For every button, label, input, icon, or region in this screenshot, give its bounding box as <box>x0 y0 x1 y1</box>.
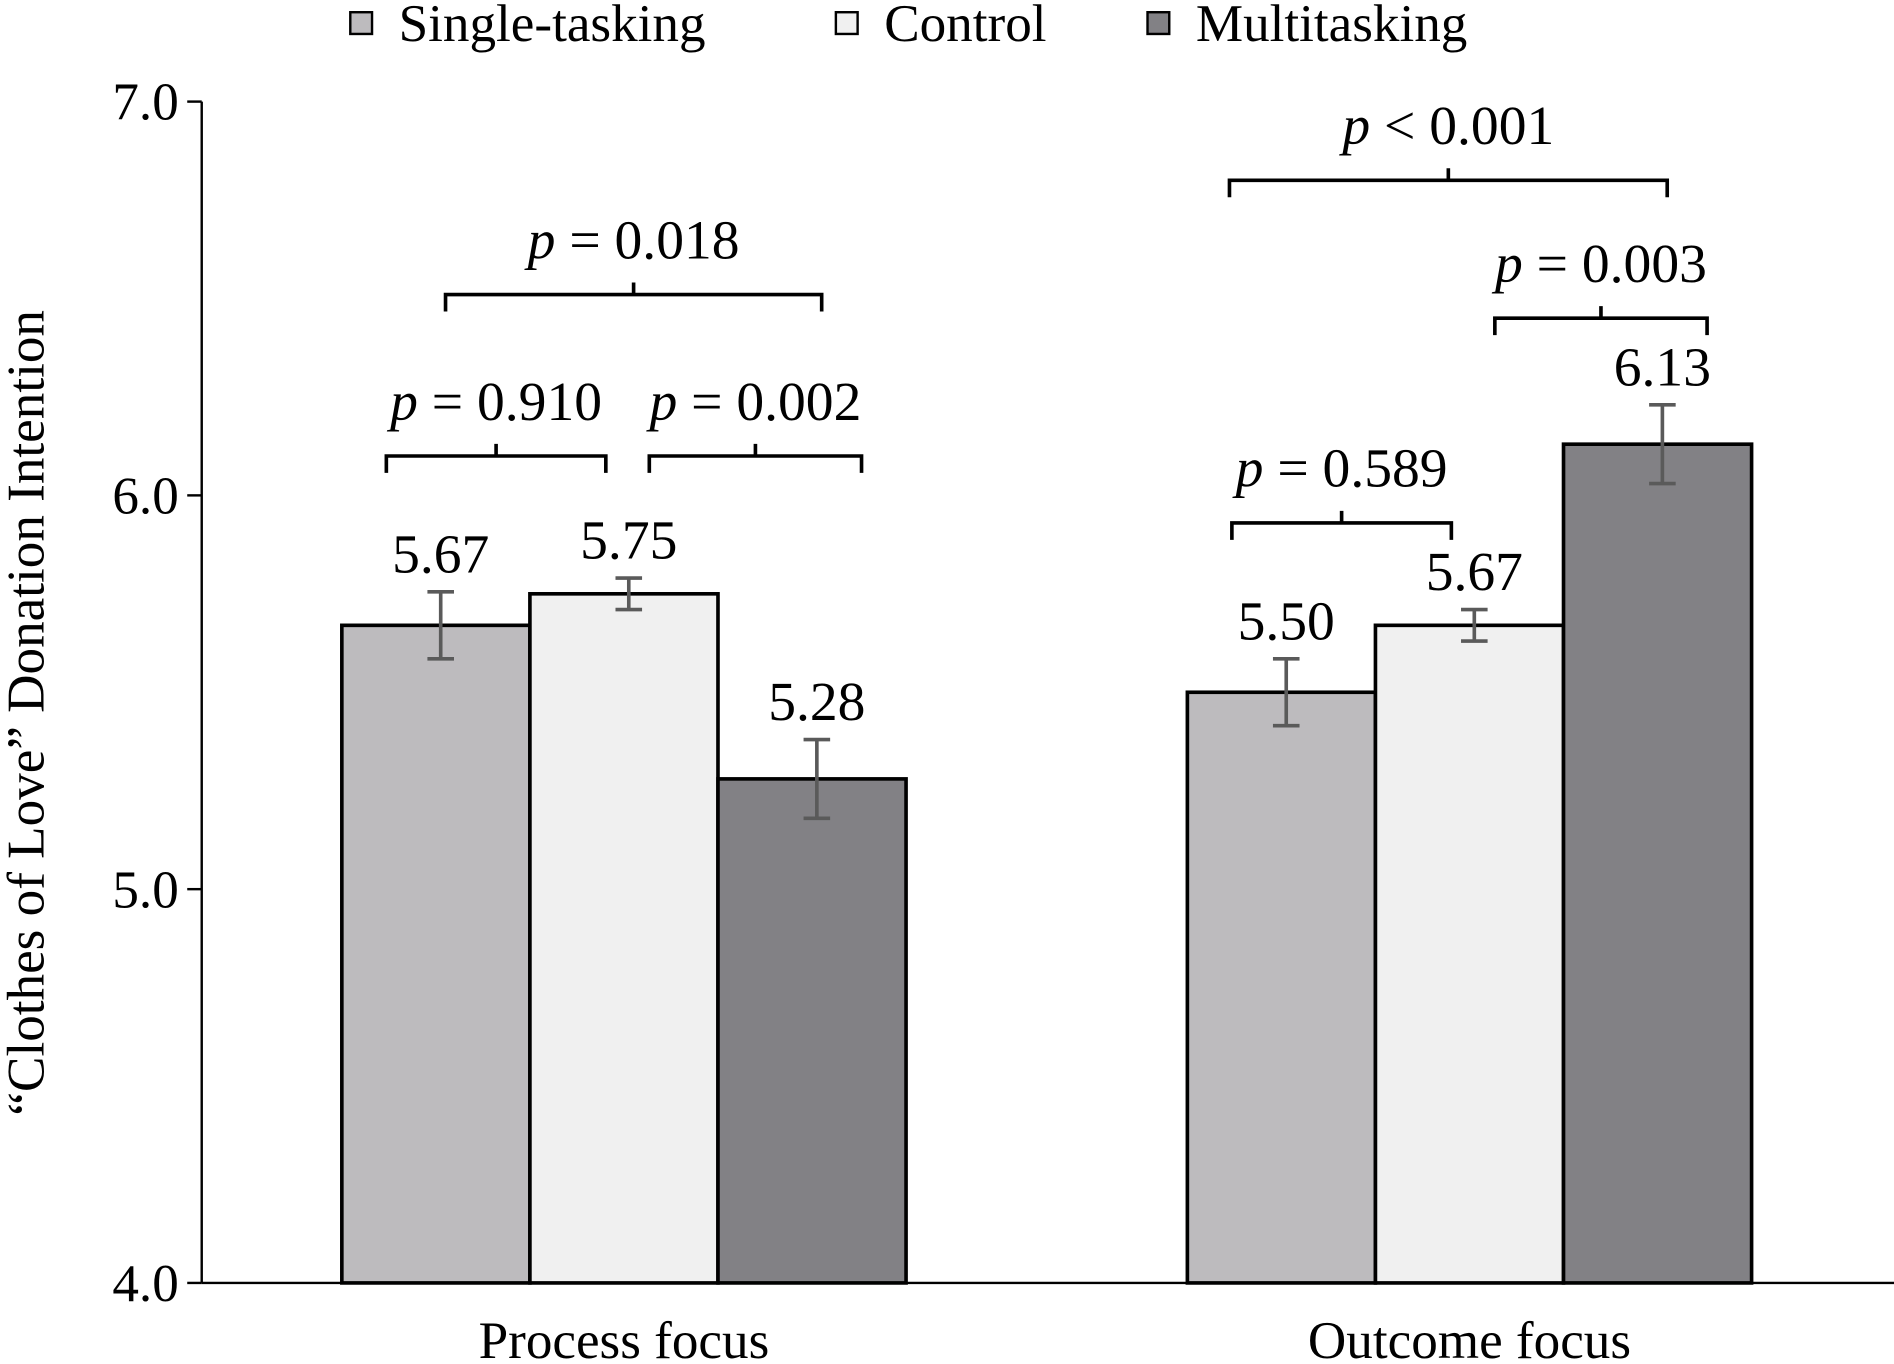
x-tick-label: Outcome focus <box>1308 1312 1631 1364</box>
legend-label: Multitasking <box>1196 0 1468 53</box>
bar-control <box>528 592 720 1285</box>
y-tick-label: 7.0 <box>112 74 178 132</box>
bar-single-tasking <box>340 623 532 1285</box>
p-symbol: p <box>1491 233 1523 295</box>
significance-bracket <box>1227 168 1670 198</box>
legend-swatch <box>349 11 374 36</box>
legend-label: Single-tasking <box>399 0 706 53</box>
p-symbol: p <box>1338 95 1370 157</box>
significance-bracket <box>647 443 864 473</box>
data-label: 5.28 <box>768 671 865 733</box>
p-symbol: p <box>386 371 418 433</box>
data-label: 6.13 <box>1614 336 1711 398</box>
y-tick-label: 4.0 <box>112 1255 178 1313</box>
bar-multitasking <box>716 777 908 1285</box>
p-value-label: p < 0.001 <box>1338 95 1554 157</box>
y-tick-label: 6.0 <box>112 467 178 525</box>
p-value: = 0.018 <box>555 209 739 271</box>
significance-bracket <box>1230 510 1454 540</box>
significance-bracket <box>1493 306 1709 336</box>
p-value-label: p = 0.003 <box>1491 233 1707 295</box>
p-value: < 0.001 <box>1370 95 1554 157</box>
p-value-label: p = 0.910 <box>386 371 602 433</box>
p-value-label: p = 0.018 <box>524 209 740 271</box>
p-symbol: p <box>524 209 556 271</box>
bar-control <box>1373 623 1566 1285</box>
significance-bracket <box>384 443 608 473</box>
bar-single-tasking <box>1185 690 1378 1285</box>
significance-bracket <box>443 282 824 312</box>
data-label: 5.50 <box>1238 590 1335 652</box>
p-value: = 0.002 <box>677 371 861 433</box>
legend-swatch <box>834 11 859 36</box>
p-value-label: p = 0.589 <box>1232 438 1448 500</box>
legend-swatch <box>1146 11 1171 36</box>
p-value-label: p = 0.002 <box>645 371 861 433</box>
bar-multitasking <box>1561 442 1754 1285</box>
p-value: = 0.910 <box>418 371 602 433</box>
legend-label: Control <box>884 0 1046 53</box>
data-label: 5.75 <box>580 510 677 572</box>
p-symbol: p <box>1232 438 1264 500</box>
p-symbol: p <box>645 371 677 433</box>
y-axis-label: “Clothes of Love” Donation Intention <box>0 310 55 1116</box>
data-label: 5.67 <box>1426 541 1523 603</box>
x-tick-label: Process focus <box>479 1312 770 1364</box>
y-tick-label: 5.0 <box>112 861 178 919</box>
data-label: 5.67 <box>392 524 489 586</box>
p-value: = 0.003 <box>1523 233 1707 295</box>
p-value: = 0.589 <box>1263 438 1447 500</box>
